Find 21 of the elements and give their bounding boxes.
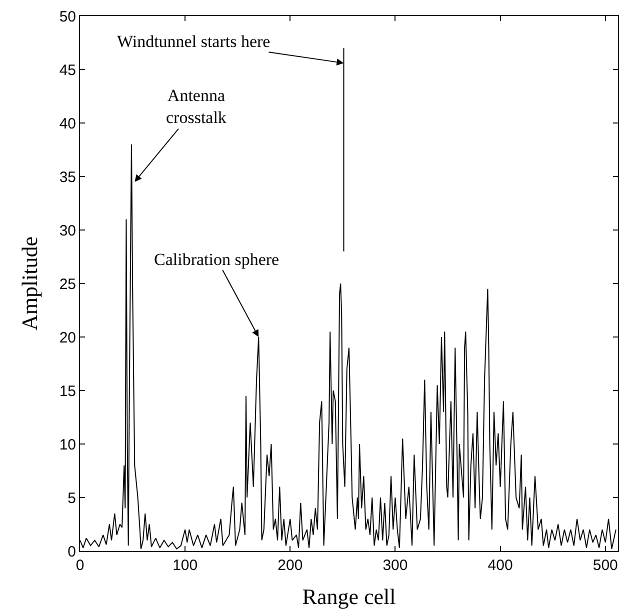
annotation: Calibration sphere (154, 250, 280, 269)
annotation: Antenna crosstalk (166, 86, 227, 128)
x-axis-title: Range cell (302, 584, 396, 609)
y-axis-title: Amplitude (17, 236, 42, 331)
y-tick-label: 10 (59, 436, 76, 454)
y-tick-label: 45 (59, 62, 76, 79)
y-tick-label: 0 (68, 543, 76, 560)
y-tick-label: 15 (59, 382, 76, 400)
annotation: Windtunnel starts here (117, 32, 270, 51)
x-tick-label: 200 (278, 557, 303, 574)
x-tick-label: 100 (172, 557, 198, 574)
x-tick-label: 300 (382, 557, 408, 574)
y-tick-label: 40 (59, 115, 76, 132)
x-tick-label: 500 (592, 557, 618, 574)
y-tick-label: 25 (59, 276, 76, 293)
x-tick-label: 400 (488, 557, 513, 574)
y-tick-label: 20 (59, 329, 76, 346)
y-tick-label: 30 (59, 222, 76, 240)
y-tick-label: 5 (68, 490, 76, 507)
y-tick-label: 50 (59, 8, 76, 26)
y-tick-label: 35 (59, 168, 76, 186)
